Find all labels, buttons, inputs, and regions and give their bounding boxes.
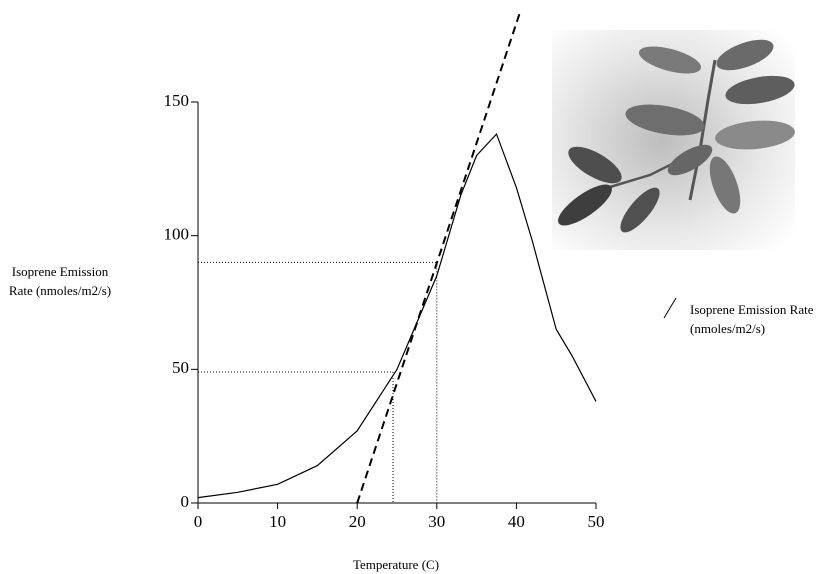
x-tick-label: 10	[269, 512, 286, 531]
y-tick-label: 100	[164, 225, 190, 244]
y-tick-label: 50	[172, 358, 189, 377]
y-tick-label: 150	[164, 91, 190, 110]
x-tick-label: 0	[194, 512, 203, 531]
x-tick-label: 40	[508, 512, 525, 531]
x-tick-label: 20	[349, 512, 366, 531]
series-line	[356, 10, 522, 504]
leaf-photo	[552, 30, 795, 250]
x-tick-label: 50	[588, 512, 605, 531]
legend-symbol	[663, 297, 677, 319]
legend-label: Isoprene Emission Rate (nmoles/m2/s)	[690, 302, 814, 336]
y-tick-label: 0	[181, 492, 190, 511]
y-axis-label: Isoprene Emission Rate (nmoles/m2/s)	[8, 264, 112, 298]
series-line	[197, 132, 597, 499]
x-axis-label: Temperature (C)	[352, 557, 440, 572]
x-tick-label: 30	[428, 512, 445, 531]
